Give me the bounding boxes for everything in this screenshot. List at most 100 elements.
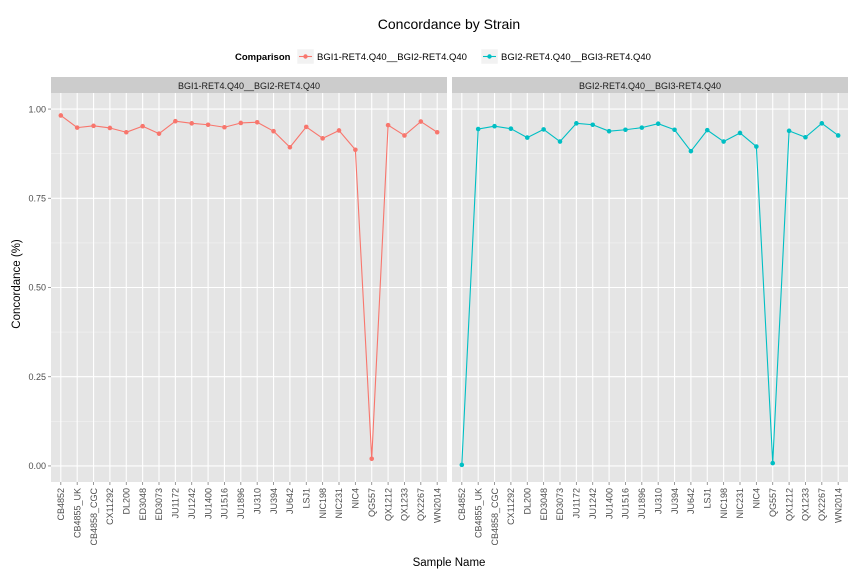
data-point (655, 121, 661, 126)
facet-panel-1: BGI1-RET4.Q40__BGI2-RET4.Q40 CB4852 CB4855… (51, 77, 447, 546)
x-tick-label: CB4858_CGC (490, 488, 500, 546)
data-point (819, 121, 825, 126)
x-tick-label: ED3073 (154, 488, 164, 521)
data-point (737, 130, 743, 136)
x-tick-label: JU1172 (572, 488, 582, 518)
data-point (557, 139, 563, 144)
x-tick-label: QX1233 (400, 488, 410, 521)
x-tick-label: NIC198 (719, 488, 729, 519)
x-tick-label: WN2014 (833, 488, 843, 523)
chart-title: Concordance by Strain (378, 16, 520, 32)
x-tick-label: LSJ1 (702, 488, 712, 509)
data-point (434, 129, 440, 135)
x-tick-label: NIC4 (351, 488, 361, 509)
data-point (303, 124, 309, 130)
data-point (688, 148, 694, 154)
x-tick-label: JU1242 (187, 488, 197, 519)
data-point (205, 122, 211, 128)
x-tick-label: CB4852 (56, 488, 66, 521)
x-axis-title: Sample Name (413, 557, 486, 569)
x-tick-label: JU1896 (236, 488, 246, 519)
x-tick-label: CX11292 (105, 488, 115, 525)
x-tick-label: JU1172 (171, 488, 181, 518)
data-point (524, 135, 530, 140)
data-point (287, 144, 293, 150)
x-tick-label: ED3073 (555, 488, 565, 521)
x-tick-label: QG557 (367, 488, 377, 517)
x-tick-label: CB4855_UK (473, 488, 483, 538)
data-point (835, 133, 841, 138)
x-tick-label: JU310 (252, 488, 262, 514)
y-tick-label: 0.75 (28, 193, 46, 203)
x-tick-label: NIC198 (318, 488, 328, 519)
data-point (123, 129, 129, 135)
series-line (461, 122, 839, 465)
data-point (336, 128, 342, 133)
data-point (91, 123, 96, 129)
legend-key-point (487, 54, 492, 59)
x-tick-label: NIC231 (334, 488, 344, 519)
data-point (770, 460, 776, 466)
x-tick-label: JU642 (285, 488, 295, 514)
data-point (492, 123, 497, 129)
x-tick-label: CB4855_UK (72, 488, 82, 538)
data-point (754, 144, 759, 149)
data-point (786, 128, 792, 134)
data-point (459, 462, 465, 468)
y-axis-title: Concordance (%) (11, 239, 23, 329)
data-point (140, 123, 145, 129)
x-tick-label: JU1242 (588, 488, 598, 519)
data-point (74, 125, 80, 130)
data-point (156, 131, 162, 136)
data-point (418, 119, 424, 124)
data-point (639, 125, 645, 130)
data-point (574, 121, 579, 126)
y-tick-label: 1.00 (28, 104, 46, 114)
legend-key-series-2 (480, 48, 499, 65)
data-point (606, 128, 612, 134)
data-point (590, 122, 596, 128)
legend-title: Comparison (235, 52, 291, 63)
data-point (402, 133, 407, 138)
y-tick-label: 0.00 (28, 461, 46, 471)
data-point (173, 118, 178, 124)
data-point (803, 134, 808, 140)
x-tick-label: CX11292 (506, 488, 516, 525)
x-tick-label: JU1516 (621, 488, 631, 519)
data-point (672, 127, 677, 133)
y-tick-label: 0.50 (28, 283, 46, 293)
x-tick-label: JU1896 (637, 488, 647, 519)
x-tick-label: ED3048 (138, 488, 148, 521)
x-tick-label: WN2014 (432, 488, 442, 523)
x-tick-label: NIC231 (735, 488, 745, 519)
x-tick-label: JU1400 (604, 488, 614, 519)
data-point (475, 126, 481, 132)
data-point (369, 456, 375, 462)
data-point (385, 122, 391, 128)
x-tick-label: JU394 (269, 488, 279, 514)
data-point (107, 125, 113, 131)
x-tick-label: QX2267 (416, 488, 426, 521)
x-tick-label: CB4852 (457, 488, 467, 521)
x-tick-label: CB4858_CGC (89, 488, 99, 546)
series-line (60, 115, 438, 460)
data-point (238, 120, 244, 126)
legend-key-point (303, 54, 308, 59)
data-point (541, 127, 546, 132)
x-tick-label: LSJ1 (301, 488, 311, 509)
x-tick-label: ED3048 (539, 488, 549, 521)
data-point (353, 147, 358, 153)
facet-strip-label: BGI1-RET4.Q40__BGI2-RET4.Q40 (178, 81, 320, 91)
x-tick-label: JU1400 (203, 488, 213, 519)
data-point (222, 124, 227, 130)
data-point (623, 127, 628, 133)
facet-strip (51, 77, 447, 93)
data-point (704, 127, 710, 133)
x-tick-label: DL200 (522, 488, 532, 515)
data-point (271, 128, 276, 134)
legend-label-series-2: BGI2-RET4.Q40__BGI3-RET4.Q40 (501, 52, 651, 63)
data-point (254, 119, 260, 125)
y-axis: 0.00 0.25 0.50 0.75 1.00 (28, 104, 51, 471)
data-point (508, 126, 514, 131)
